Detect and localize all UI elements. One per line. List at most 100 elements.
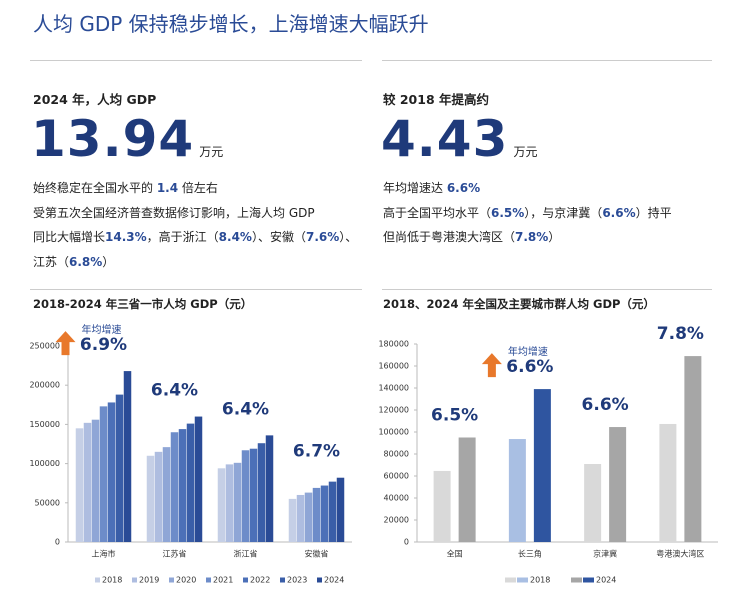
bar <box>217 468 226 542</box>
stat-text: 始终稳定在全国水平的 1.4 倍左右 受第五次全国经济普查数据修订影响，上海人均… <box>33 176 357 274</box>
bar <box>312 487 321 542</box>
x-tick-label: 浙江省 <box>234 549 258 559</box>
text: ），与京津冀（ <box>524 205 603 220</box>
bar <box>178 429 187 542</box>
legend-swatch <box>243 577 248 583</box>
growth-label: 6.9% <box>80 335 127 355</box>
bar <box>659 423 677 542</box>
stat-unit: 万元 <box>199 145 224 159</box>
legend-label: 2020 <box>176 576 196 585</box>
legend-swatch <box>517 577 528 583</box>
bar <box>296 494 305 542</box>
y-tick-label: 0 <box>55 538 60 547</box>
bar <box>123 371 132 542</box>
text: ）、 <box>339 230 358 244</box>
highlight: 8.4% <box>218 230 252 244</box>
arrow-icon <box>55 331 76 356</box>
legend-label: 2018 <box>530 576 550 585</box>
x-tick-label: 安徽省 <box>305 549 329 559</box>
text: 年均增速达 <box>383 181 447 195</box>
bar <box>257 443 266 542</box>
y-tick-label: 160000 <box>378 362 409 371</box>
legend-label: 2024 <box>324 576 344 585</box>
bar <box>146 455 155 542</box>
x-tick-label: 京津冀 <box>593 549 617 559</box>
annotation-title: 年均增速 <box>508 345 548 358</box>
divider <box>382 60 712 61</box>
bar <box>533 389 551 542</box>
legend-swatch <box>206 577 211 583</box>
chart-title: 2018、2024 年全国及主要城市群人均 GDP（元） <box>383 297 655 311</box>
bar <box>83 422 92 542</box>
text: 始终稳定在全国水平的 <box>33 181 157 195</box>
bar <box>241 450 250 542</box>
arrow-icon <box>481 353 502 378</box>
bar <box>225 464 234 542</box>
y-tick-label: 200000 <box>29 381 60 390</box>
bar <box>107 402 116 542</box>
stat-number: 4.43 <box>381 110 509 168</box>
stat-value: 4.43 万元 <box>381 110 537 168</box>
stat-label: 较 2018 年提高约 <box>383 92 489 107</box>
y-tick-label: 40000 <box>384 494 409 503</box>
text: 高于全国平均水平（ <box>383 205 492 220</box>
divider <box>30 60 362 61</box>
bar <box>154 451 163 542</box>
highlight: 1.4 <box>156 181 179 195</box>
text: 倍左右 <box>178 181 218 195</box>
bar <box>162 447 171 542</box>
bar <box>170 432 179 542</box>
legend-label: 2022 <box>250 576 270 585</box>
bar <box>194 416 203 542</box>
bar <box>609 427 627 542</box>
stat-label: 2024 年，人均 GDP <box>33 92 157 107</box>
text: 江苏（ <box>33 254 70 269</box>
growth-label: 6.6% <box>582 395 629 415</box>
x-tick-label: 上海市 <box>92 549 116 559</box>
y-tick-label: 100000 <box>378 428 409 437</box>
x-tick-label: 江苏省 <box>163 549 187 559</box>
y-tick-label: 180000 <box>378 340 409 349</box>
legend-label: 2021 <box>213 576 233 585</box>
growth-label: 7.8% <box>657 324 704 344</box>
highlight: 6.8% <box>69 254 103 269</box>
chart-title: 2018-2024 年三省一市人均 GDP（元） <box>33 297 253 311</box>
bar <box>75 428 84 542</box>
highlight: 14.3% <box>105 230 147 244</box>
bar <box>508 439 526 542</box>
highlight: 6.6% <box>602 205 636 220</box>
bar <box>249 448 258 542</box>
bar <box>115 394 124 542</box>
bar <box>584 464 602 542</box>
y-tick-label: 140000 <box>378 384 409 393</box>
highlight: 7.6% <box>305 230 340 244</box>
legend-swatch <box>132 577 137 583</box>
stat-number: 13.94 <box>31 110 195 168</box>
text: 同比大幅增长 <box>33 230 106 244</box>
bar <box>433 470 451 542</box>
highlight: 6.5% <box>491 205 525 220</box>
y-tick-label: 50000 <box>35 498 60 507</box>
text: ）、安徽（ <box>251 230 306 244</box>
chart: 0 20000 40000 60000 80000 100000 120000 140000 1… <box>378 324 718 585</box>
legend-label: 2023 <box>287 576 307 585</box>
stat-unit: 万元 <box>513 145 538 159</box>
text: ） <box>102 254 115 269</box>
divider <box>30 289 362 290</box>
bar <box>186 423 195 542</box>
bar <box>304 492 313 542</box>
bar <box>233 462 242 542</box>
legend-swatch <box>317 577 322 583</box>
legend-swatch <box>280 577 285 583</box>
divider <box>382 289 712 290</box>
y-tick-label: 150000 <box>29 420 60 429</box>
bar <box>336 477 345 542</box>
y-tick-label: 120000 <box>378 406 409 415</box>
bar <box>328 481 337 542</box>
growth-label: 6.5% <box>431 406 478 426</box>
bar <box>458 437 476 542</box>
stat-text: 年均增速达 6.6% 高于全国平均水平（6.5%），与京津冀（6.6%）持平 但… <box>383 176 672 250</box>
annotation-title: 年均增速 <box>82 323 122 336</box>
highlight: 7.8% <box>515 230 549 244</box>
